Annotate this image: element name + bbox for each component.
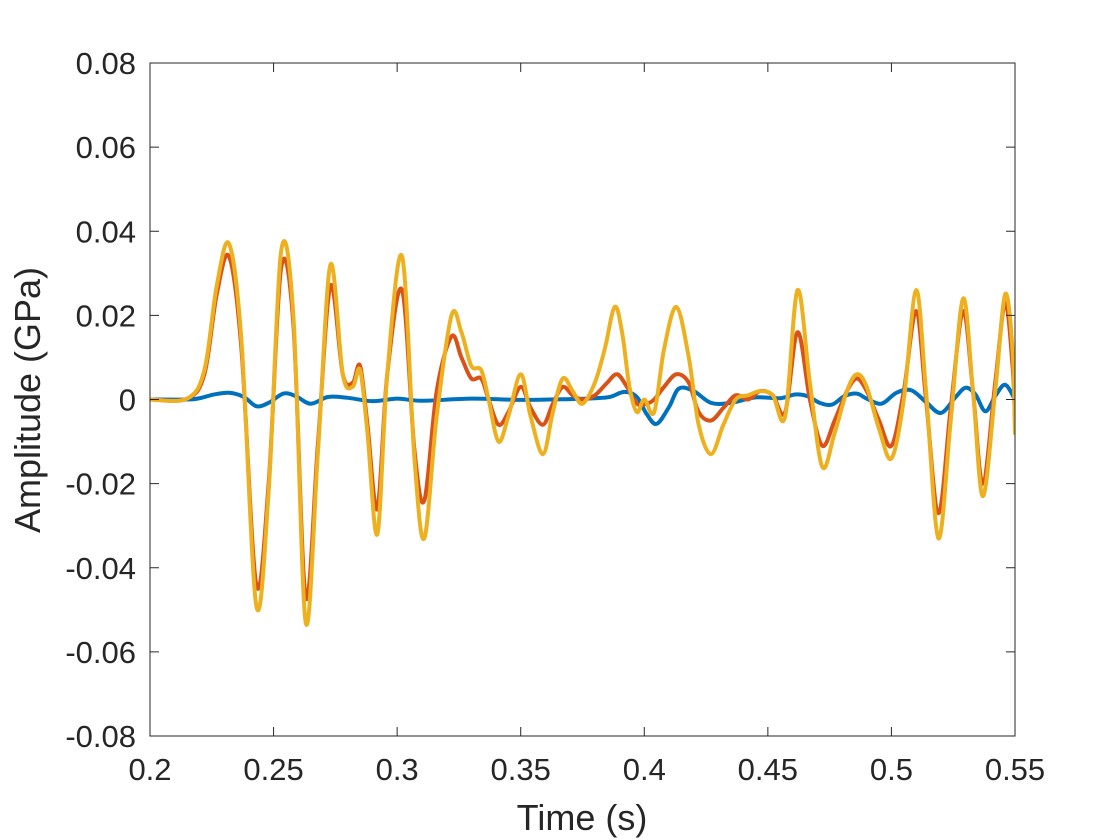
y-tick-label: 0.02 [76, 298, 136, 333]
x-tick-label: 0.5 [870, 752, 913, 787]
series-line-1 [150, 382, 1015, 427]
series-line-3 [150, 239, 1015, 627]
x-tick-label: 0.25 [243, 752, 303, 787]
y-tick-label: -0.02 [65, 467, 136, 502]
x-tick-label: 0.55 [985, 752, 1045, 787]
tick-layer: 0.2 0.25 0.3 0.35 0.4 0.45 0.5 0.55 -0.08 -0.06 -0… [65, 46, 1045, 787]
x-tick-label: 0.3 [376, 752, 419, 787]
y-tick-label: 0.04 [76, 214, 136, 249]
x-tick-label: 0.45 [738, 752, 798, 787]
series-layer [150, 239, 1015, 627]
y-tick-label: 0 [119, 383, 136, 418]
y-axis-title: Amplitude (GPa) [7, 267, 48, 533]
y-tick-label: -0.08 [65, 719, 136, 754]
y-tick-label: -0.06 [65, 635, 136, 670]
x-tick-label: 0.4 [623, 752, 666, 787]
y-tick-label: 0.06 [76, 130, 136, 165]
y-tick-label: -0.04 [65, 551, 136, 586]
x-axis-title: Time (s) [517, 797, 648, 838]
x-tick-label: 0.35 [491, 752, 551, 787]
y-tick-label: 0.08 [76, 46, 136, 81]
x-tick-label: 0.2 [128, 752, 171, 787]
